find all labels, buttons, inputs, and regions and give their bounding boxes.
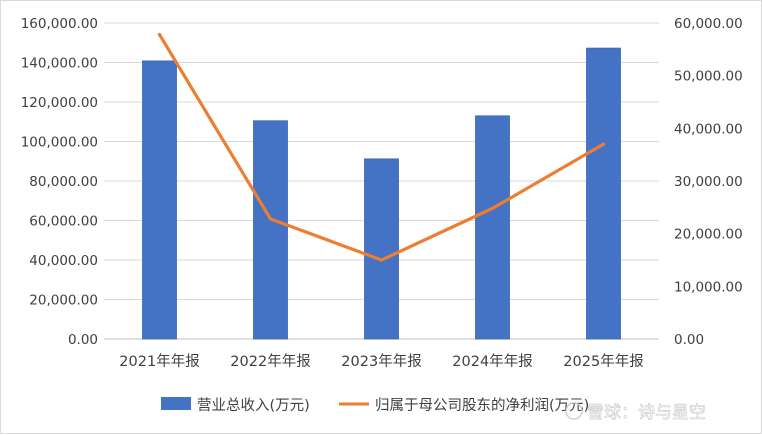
right-axis-tick-label: 50,000.00 [674,69,743,85]
x-axis-category-label: 2025年年报 [563,353,643,370]
legend-label-bar: 营业总收入(万元) [197,397,310,414]
right-axis-tick-label: 40,000.00 [674,121,743,137]
bar-series [142,47,621,340]
left-axis-tick-label: 100,000.00 [21,135,98,151]
left-axis-tick-label: 120,000.00 [21,95,98,111]
x-axis-category-label: 2021年年报 [119,353,199,370]
x-axis-category-label: 2023年年报 [341,353,421,370]
left-axis-tick-label: 160,000.00 [21,16,98,32]
left-axis-tick-label: 60,000.00 [29,214,98,230]
line-point [379,258,384,262]
right-axis-tick-label: 0.00 [674,332,704,348]
bar [253,120,288,340]
bar [475,115,510,340]
left-axis-tick-label: 40,000.00 [29,253,98,269]
legend-label-line: 归属于母公司股东的净利润(万元) [375,397,589,414]
left-axis: 0.00 20,000.00 40,000.00 60,000.00 80,000.00… [21,16,98,348]
right-axis-tick-label: 30,000.00 [674,174,743,190]
x-axis-category-label: 2024年年报 [452,353,532,370]
watermark: 雪球：诗与星空 [565,402,706,423]
right-axis-tick-label: 20,000.00 [674,227,743,243]
line-series [157,32,606,262]
bar [364,158,399,340]
left-axis-tick-label: 80,000.00 [29,174,98,190]
left-axis-tick-label: 140,000.00 [21,56,98,72]
right-axis: 0.00 10,000.00 20,000.00 30,000.00 40,000.00… [674,16,743,348]
right-axis-tick-label: 60,000.00 [674,16,743,32]
line-point [157,32,162,37]
legend-swatch-bar [161,397,191,410]
line-point [490,206,495,210]
line-point [601,142,606,146]
x-axis-category-label: 2022年年报 [230,353,310,370]
x-axis: 2021年年报 2022年年报 2023年年报 2024年年报 2025年年报 [119,353,643,370]
bar [586,47,621,340]
watermark-text: 雪球：诗与星空 [587,403,706,423]
legend: 营业总收入(万元) 归属于母公司股东的净利润(万元) [161,397,589,414]
bar [142,60,177,340]
snowball-logo-icon [565,402,583,420]
left-axis-tick-label: 0.00 [68,332,98,348]
left-axis-tick-label: 20,000.00 [29,293,98,309]
line-point [268,217,273,221]
right-axis-tick-label: 10,000.00 [674,279,743,295]
